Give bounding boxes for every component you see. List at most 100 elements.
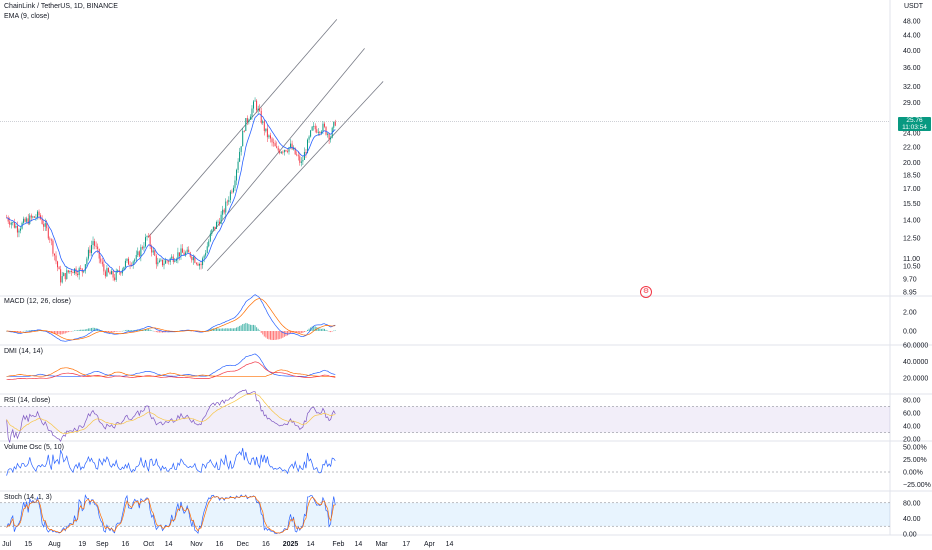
macd-histogram-bar (232, 328, 234, 331)
price-tick-label: 36.00 (903, 65, 921, 72)
stoch-legend[interactable]: Stoch (14, 1, 3) (4, 494, 52, 501)
macd-histogram-bar (72, 330, 74, 332)
macd-histogram-bar (90, 327, 92, 331)
candle-body (163, 263, 165, 266)
candle-body (27, 218, 29, 224)
macd-histogram-bar (36, 329, 38, 331)
macd-histogram-bar (271, 331, 273, 341)
macd-histogram-bar (20, 331, 22, 332)
candle-body (97, 246, 99, 249)
candle-body (43, 223, 45, 227)
price-tick-label: 15.50 (903, 201, 921, 208)
macd-histogram-bar (300, 331, 302, 334)
rsi-line (6, 389, 336, 443)
candle-body (123, 266, 125, 270)
candle-body (89, 249, 91, 254)
macd-legend[interactable]: MACD (12, 26, close) (4, 298, 71, 305)
candle-body (24, 218, 26, 222)
volume-osc-legend[interactable]: Volume Osc (5, 10) (4, 444, 64, 451)
macd-histogram-bar (212, 328, 214, 331)
macd-histogram-bar (58, 331, 60, 335)
macd-histogram-bar (327, 330, 329, 332)
macd-histogram-bar (334, 330, 336, 331)
macd-histogram-bar (81, 329, 83, 331)
candle-body (215, 222, 217, 229)
macd-histogram-bar (269, 331, 271, 340)
candle-body (112, 271, 114, 278)
candle-body (36, 211, 38, 218)
macd-histogram-bar (254, 325, 256, 331)
candle-body (285, 150, 287, 152)
adx-line (6, 361, 336, 381)
candle-body (273, 142, 275, 144)
candle-body (152, 250, 154, 253)
candle-body (78, 268, 80, 276)
rsi-band (0, 406, 890, 433)
candle-body (128, 258, 130, 265)
time-tick-label: 19 (78, 541, 86, 548)
candle-body (30, 215, 32, 218)
candle-body (214, 226, 216, 229)
price-tick-label: 40.00 (903, 48, 921, 55)
macd-histogram-bar (215, 328, 217, 331)
ema-legend[interactable]: EMA (9, close) (4, 13, 50, 20)
candle-body (316, 129, 318, 133)
candle-body (46, 223, 48, 229)
macd-histogram-bar (64, 331, 66, 334)
volume-osc-tick-label: −25.00% (903, 482, 931, 489)
candle-body (242, 130, 244, 147)
macd-histogram-bar (192, 331, 194, 332)
macd-histogram-bar (86, 328, 88, 331)
time-tick-label: 17 (402, 541, 410, 548)
candle-body (239, 151, 241, 162)
candle-body (16, 225, 18, 233)
candle-body (126, 258, 128, 261)
alert-icon[interactable]: ⚙ (640, 286, 652, 298)
candle-body (161, 259, 163, 266)
candle-body (100, 258, 102, 262)
candle-body (262, 121, 264, 123)
candle-body (53, 253, 55, 256)
macd-histogram-bar (303, 331, 305, 333)
macd-histogram-bar (160, 331, 162, 333)
macd-histogram-bar (55, 331, 57, 335)
last-price-badge: 25.76 11:03:54 (898, 117, 931, 131)
candle-body (313, 125, 315, 127)
macd-histogram-bar (291, 331, 293, 333)
macd-histogram-bar (274, 331, 276, 340)
candle-body (166, 260, 168, 262)
time-tick-label: 15 (24, 541, 32, 548)
candle-body (132, 261, 134, 266)
macd-histogram-bar (234, 328, 236, 331)
macd-histogram-bar (225, 328, 227, 331)
candle-body (209, 233, 211, 242)
macd-histogram-bar (257, 328, 259, 331)
candle-body (57, 261, 59, 268)
price-tick-label: 12.50 (903, 236, 921, 243)
macd-histogram-bar (237, 326, 239, 331)
candle-body (111, 271, 113, 275)
candle-body (276, 146, 278, 148)
candle-body (23, 218, 25, 223)
symbol-title[interactable]: ChainLink / TetherUS, 1D, BINANCE (4, 3, 118, 10)
macd-histogram-bar (134, 330, 136, 331)
macd-histogram-bar (220, 328, 222, 331)
candle-body (229, 191, 231, 201)
dmi-plus-line (6, 353, 336, 377)
candle-body (168, 261, 170, 263)
rsi-legend[interactable]: RSI (14, close) (4, 397, 51, 404)
macd-histogram-bar (87, 328, 89, 331)
candle-body (140, 247, 142, 257)
rsi-tick-label: 80.00 (903, 398, 921, 405)
candle-body (114, 277, 116, 280)
macd-histogram-bar (317, 327, 319, 331)
macd-histogram-bar (308, 328, 310, 331)
macd-histogram-bar (263, 331, 265, 337)
dmi-legend[interactable]: DMI (14, 14) (4, 348, 43, 355)
price-tick-label: 44.00 (903, 33, 921, 40)
macd-histogram-bar (94, 327, 96, 331)
dmi-tick-label: 40.0000 (903, 359, 928, 366)
macd-histogram-bar (266, 331, 268, 339)
macd-histogram-bar (197, 331, 199, 332)
